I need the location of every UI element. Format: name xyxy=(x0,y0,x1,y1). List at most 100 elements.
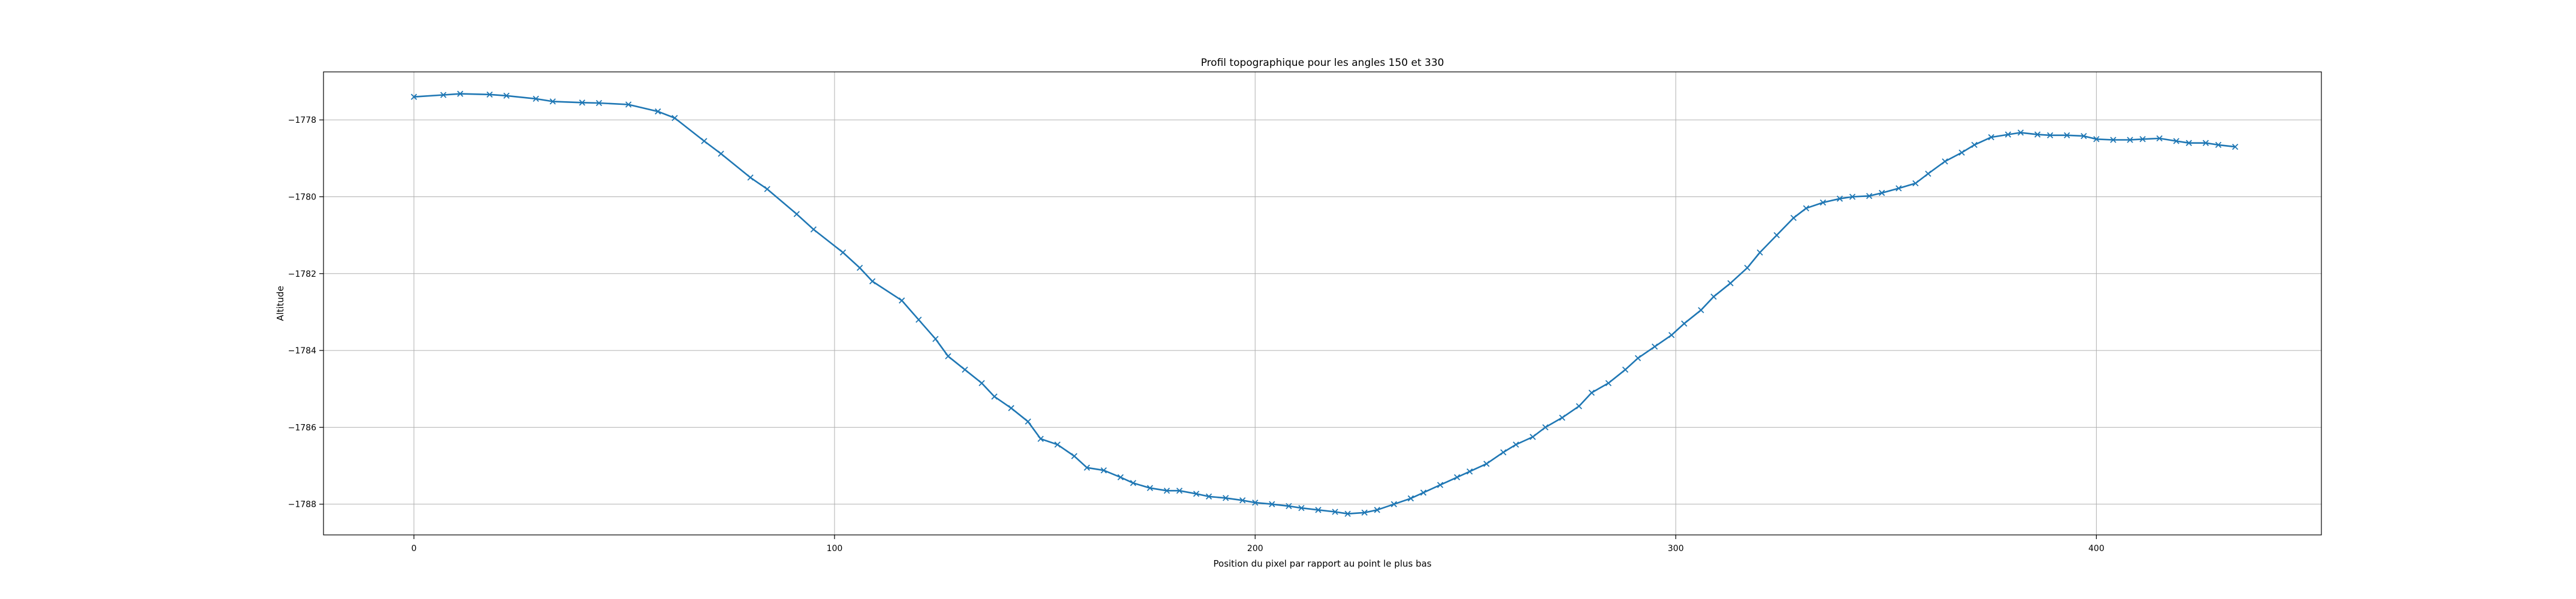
data-point xyxy=(1374,507,1380,513)
data-point xyxy=(2017,129,2024,136)
data-point xyxy=(1483,461,1490,467)
data-point xyxy=(2047,132,2054,138)
data-point xyxy=(1222,495,1229,501)
x-tick-label: 400 xyxy=(2088,544,2105,553)
data-point xyxy=(1849,193,1856,200)
data-point xyxy=(1879,189,1885,196)
x-tick-label: 200 xyxy=(1247,544,1263,553)
data-point xyxy=(962,367,968,373)
data-point xyxy=(2081,132,2087,140)
data-point xyxy=(991,393,997,400)
data-point xyxy=(1634,355,1641,362)
data-point xyxy=(945,353,951,359)
data-point xyxy=(1239,497,1246,504)
data-point xyxy=(1407,495,1414,502)
data-point xyxy=(2232,143,2239,150)
data-point xyxy=(718,150,724,157)
data-point xyxy=(1971,141,1978,149)
data-point xyxy=(1559,415,1565,421)
data-point xyxy=(2004,131,2012,138)
data-point xyxy=(1467,468,1473,475)
y-tick-label: −1778 xyxy=(288,116,316,125)
grid xyxy=(323,72,2321,535)
data-point xyxy=(1147,485,1153,491)
data-point xyxy=(1988,134,1994,141)
data-point xyxy=(1500,449,1507,456)
data-point xyxy=(1836,195,1843,202)
data-point xyxy=(1576,403,1582,410)
data-point xyxy=(1652,343,1658,350)
data-point xyxy=(764,186,770,192)
data-point xyxy=(839,249,846,256)
data-point xyxy=(1588,389,1595,396)
data-point xyxy=(1542,424,1549,431)
x-tick-label: 300 xyxy=(1668,544,1684,553)
data-point xyxy=(1744,265,1750,271)
data-point xyxy=(2173,138,2179,144)
data-point xyxy=(1895,185,1902,192)
data-point xyxy=(503,92,510,99)
x-tick-label: 0 xyxy=(411,544,416,553)
chart-title: Profil topographique pour les angles 150… xyxy=(1201,57,1444,69)
data-point xyxy=(1008,405,1015,412)
data-point xyxy=(2156,135,2163,142)
data-point xyxy=(1315,507,1322,513)
data-point xyxy=(1054,441,1061,448)
data-point xyxy=(1681,320,1688,327)
x-axis-label: Position du pixel par rapport au point l… xyxy=(1213,558,1431,569)
data-point xyxy=(1513,441,1519,448)
data-point xyxy=(1176,488,1183,494)
data-point xyxy=(1710,294,1717,300)
data-point xyxy=(1130,480,1136,486)
data-point xyxy=(1756,249,1763,256)
data-point xyxy=(1912,180,1919,187)
data-point xyxy=(1803,205,1810,211)
data-point xyxy=(1773,232,1780,238)
data-point xyxy=(1668,332,1675,338)
data-point xyxy=(533,95,539,102)
x-tick-label: 100 xyxy=(827,544,843,553)
data-point xyxy=(810,226,817,233)
data-point xyxy=(1100,467,1107,474)
data-point xyxy=(1071,453,1078,459)
data-point xyxy=(486,91,493,98)
data-point xyxy=(1454,474,1461,480)
data-point xyxy=(2127,137,2133,143)
data-point xyxy=(747,174,754,181)
data-point xyxy=(579,99,585,106)
data-point xyxy=(869,278,876,285)
data-point xyxy=(793,211,800,217)
data-point xyxy=(1037,435,1044,442)
data-point xyxy=(2064,132,2070,138)
data-point xyxy=(1420,489,1427,496)
data-point xyxy=(2185,140,2192,146)
y-tick-label: −1782 xyxy=(288,270,316,279)
data-point xyxy=(549,98,556,105)
y-axis-label: Altitude xyxy=(275,286,286,321)
data-point xyxy=(2110,137,2117,143)
data-point xyxy=(1622,367,1629,373)
data-point xyxy=(595,99,603,107)
data-point xyxy=(1605,380,1612,386)
data-point xyxy=(1958,149,1965,156)
data-point xyxy=(625,101,632,108)
data-point xyxy=(1698,307,1704,313)
data-point xyxy=(1529,434,1536,440)
data-point xyxy=(1252,499,1259,506)
data-point xyxy=(2034,131,2041,138)
data-point xyxy=(655,108,661,115)
data-point xyxy=(2202,140,2209,146)
series-layer xyxy=(410,90,2239,517)
data-point xyxy=(857,265,863,271)
data-point xyxy=(1819,199,1827,206)
data-point xyxy=(1390,501,1397,507)
data-point xyxy=(2139,136,2146,143)
data-point xyxy=(2093,136,2100,143)
data-point xyxy=(1163,488,1170,494)
data-point xyxy=(1205,493,1213,500)
data-point xyxy=(1866,193,1873,199)
data-point xyxy=(1790,214,1797,221)
data-point xyxy=(457,90,464,97)
